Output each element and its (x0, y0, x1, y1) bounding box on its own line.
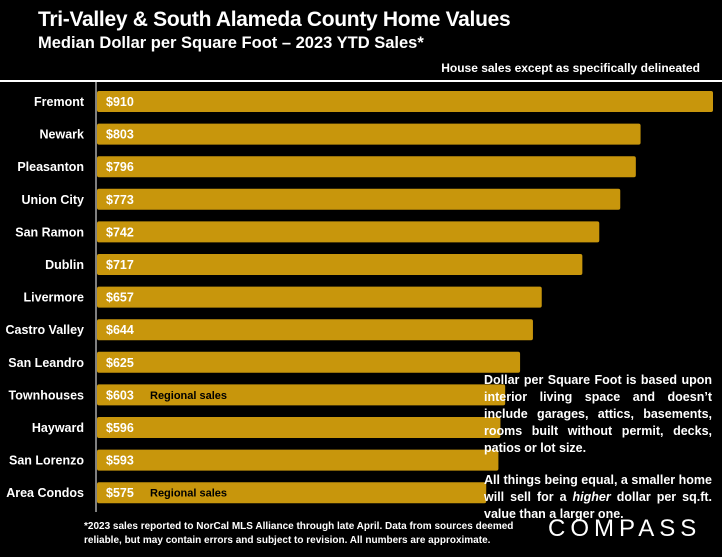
category-label: Castro Valley (5, 323, 84, 337)
explanation-paragraph-1: Dollar per Square Foot is based upon int… (484, 373, 712, 455)
category-label: Pleasanton (17, 160, 84, 174)
explanation-paragraph-2: All things being equal, a smaller home w… (484, 472, 712, 523)
bar (97, 156, 636, 178)
bar (97, 123, 641, 145)
value-label: $717 (106, 258, 134, 272)
chart-subtitle: Median Dollar per Square Foot – 2023 YTD… (38, 34, 424, 52)
bar (97, 351, 521, 373)
value-label: $644 (106, 323, 134, 337)
value-label: $596 (106, 421, 134, 435)
bar (97, 254, 583, 275)
category-label: San Ramon (15, 225, 84, 239)
category-label: Area Condos (6, 486, 84, 500)
value-label: $575 (106, 486, 134, 500)
bar (97, 482, 487, 504)
explanation-p2-end: dollar per sq.ft. value than a larger on… (484, 490, 712, 521)
value-label: $796 (106, 160, 134, 174)
category-label: San Lorenzo (9, 454, 84, 468)
value-label: $603 (106, 388, 134, 402)
footnote-line-1: *2023 sales reported to NorCal MLS Allia… (84, 521, 514, 532)
footnote-line-2: reliable, but may contain errors and sub… (84, 535, 491, 546)
value-label: $803 (106, 128, 134, 142)
chart-title: Tri-Valley & South Alameda County Home V… (38, 8, 511, 31)
category-label: Townhouses (9, 388, 85, 402)
value-label: $657 (106, 291, 134, 305)
value-label: $742 (106, 225, 134, 239)
explanation-p2-start: All things being equal, a smaller home w… (484, 473, 712, 504)
bar-annotation: Regional sales (150, 488, 227, 500)
bar-chart: Fremont $910 Newark $803 Pleasanton $796 Union… (5, 82, 713, 512)
category-label: San Leandro (8, 356, 84, 370)
category-label: Dublin (45, 258, 84, 272)
category-label: Livermore (24, 291, 84, 305)
bar (97, 319, 533, 341)
value-label: $910 (106, 95, 134, 109)
explanation-p2-emphasis: higher (572, 490, 611, 504)
bar (97, 91, 713, 112)
bar (97, 188, 621, 210)
explanation-text: Dollar per Square Foot is based upon int… (484, 372, 712, 538)
bar (97, 449, 499, 471)
category-label: Newark (40, 128, 85, 142)
compass-logo: COMPASS (548, 515, 702, 542)
category-label: Hayward (32, 421, 84, 435)
footnote: *2023 sales reported to NorCal MLS Allia… (84, 520, 513, 548)
category-label: Union City (22, 193, 85, 207)
bar (97, 221, 600, 243)
bar (97, 417, 501, 438)
category-label: Fremont (34, 95, 85, 109)
sales-type-note: House sales except as specifically delin… (441, 61, 700, 75)
bar-annotation: Regional sales (150, 390, 227, 402)
value-label: $593 (106, 454, 134, 468)
value-label: $625 (106, 356, 134, 370)
bar (97, 384, 506, 406)
value-label: $773 (106, 193, 134, 207)
bar (97, 286, 542, 308)
header-divider (0, 80, 722, 82)
